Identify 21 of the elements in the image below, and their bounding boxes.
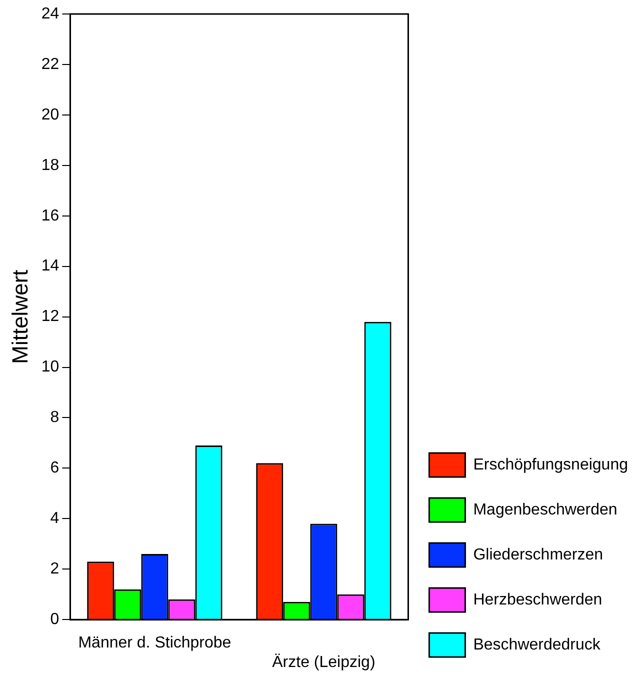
legend-label: Gliederschmerzen xyxy=(473,546,604,564)
y-tick-label: 16 xyxy=(41,207,60,224)
y-tick-label: 22 xyxy=(41,56,60,73)
y-tick-label: 6 xyxy=(50,460,60,477)
y-tick-label: 14 xyxy=(41,258,60,275)
legend-label: Erschöpfungsneigung xyxy=(473,456,628,474)
x-tick-label: Ärzte (Leipzig) xyxy=(272,652,376,671)
legend-label: Beschwerdedruck xyxy=(473,636,602,654)
y-tick-label: 24 xyxy=(41,5,60,22)
x-tick-label: Männer d. Stichprobe xyxy=(78,634,232,652)
legend-label: Herzbeschwerden xyxy=(473,591,602,608)
y-tick-label: 12 xyxy=(41,308,60,326)
y-tick-label: 0 xyxy=(50,611,60,628)
y-tick-label: 10 xyxy=(41,358,60,376)
y-axis-title: Mittelwert xyxy=(7,270,32,364)
legend-label: Magenbeschwerden xyxy=(473,501,618,518)
y-tick-label: 4 xyxy=(50,510,60,528)
y-tick-label: 18 xyxy=(41,156,60,174)
y-tick-label: 8 xyxy=(50,409,60,426)
y-tick-label: 2 xyxy=(50,560,60,578)
y-tick-label: 20 xyxy=(41,106,60,124)
